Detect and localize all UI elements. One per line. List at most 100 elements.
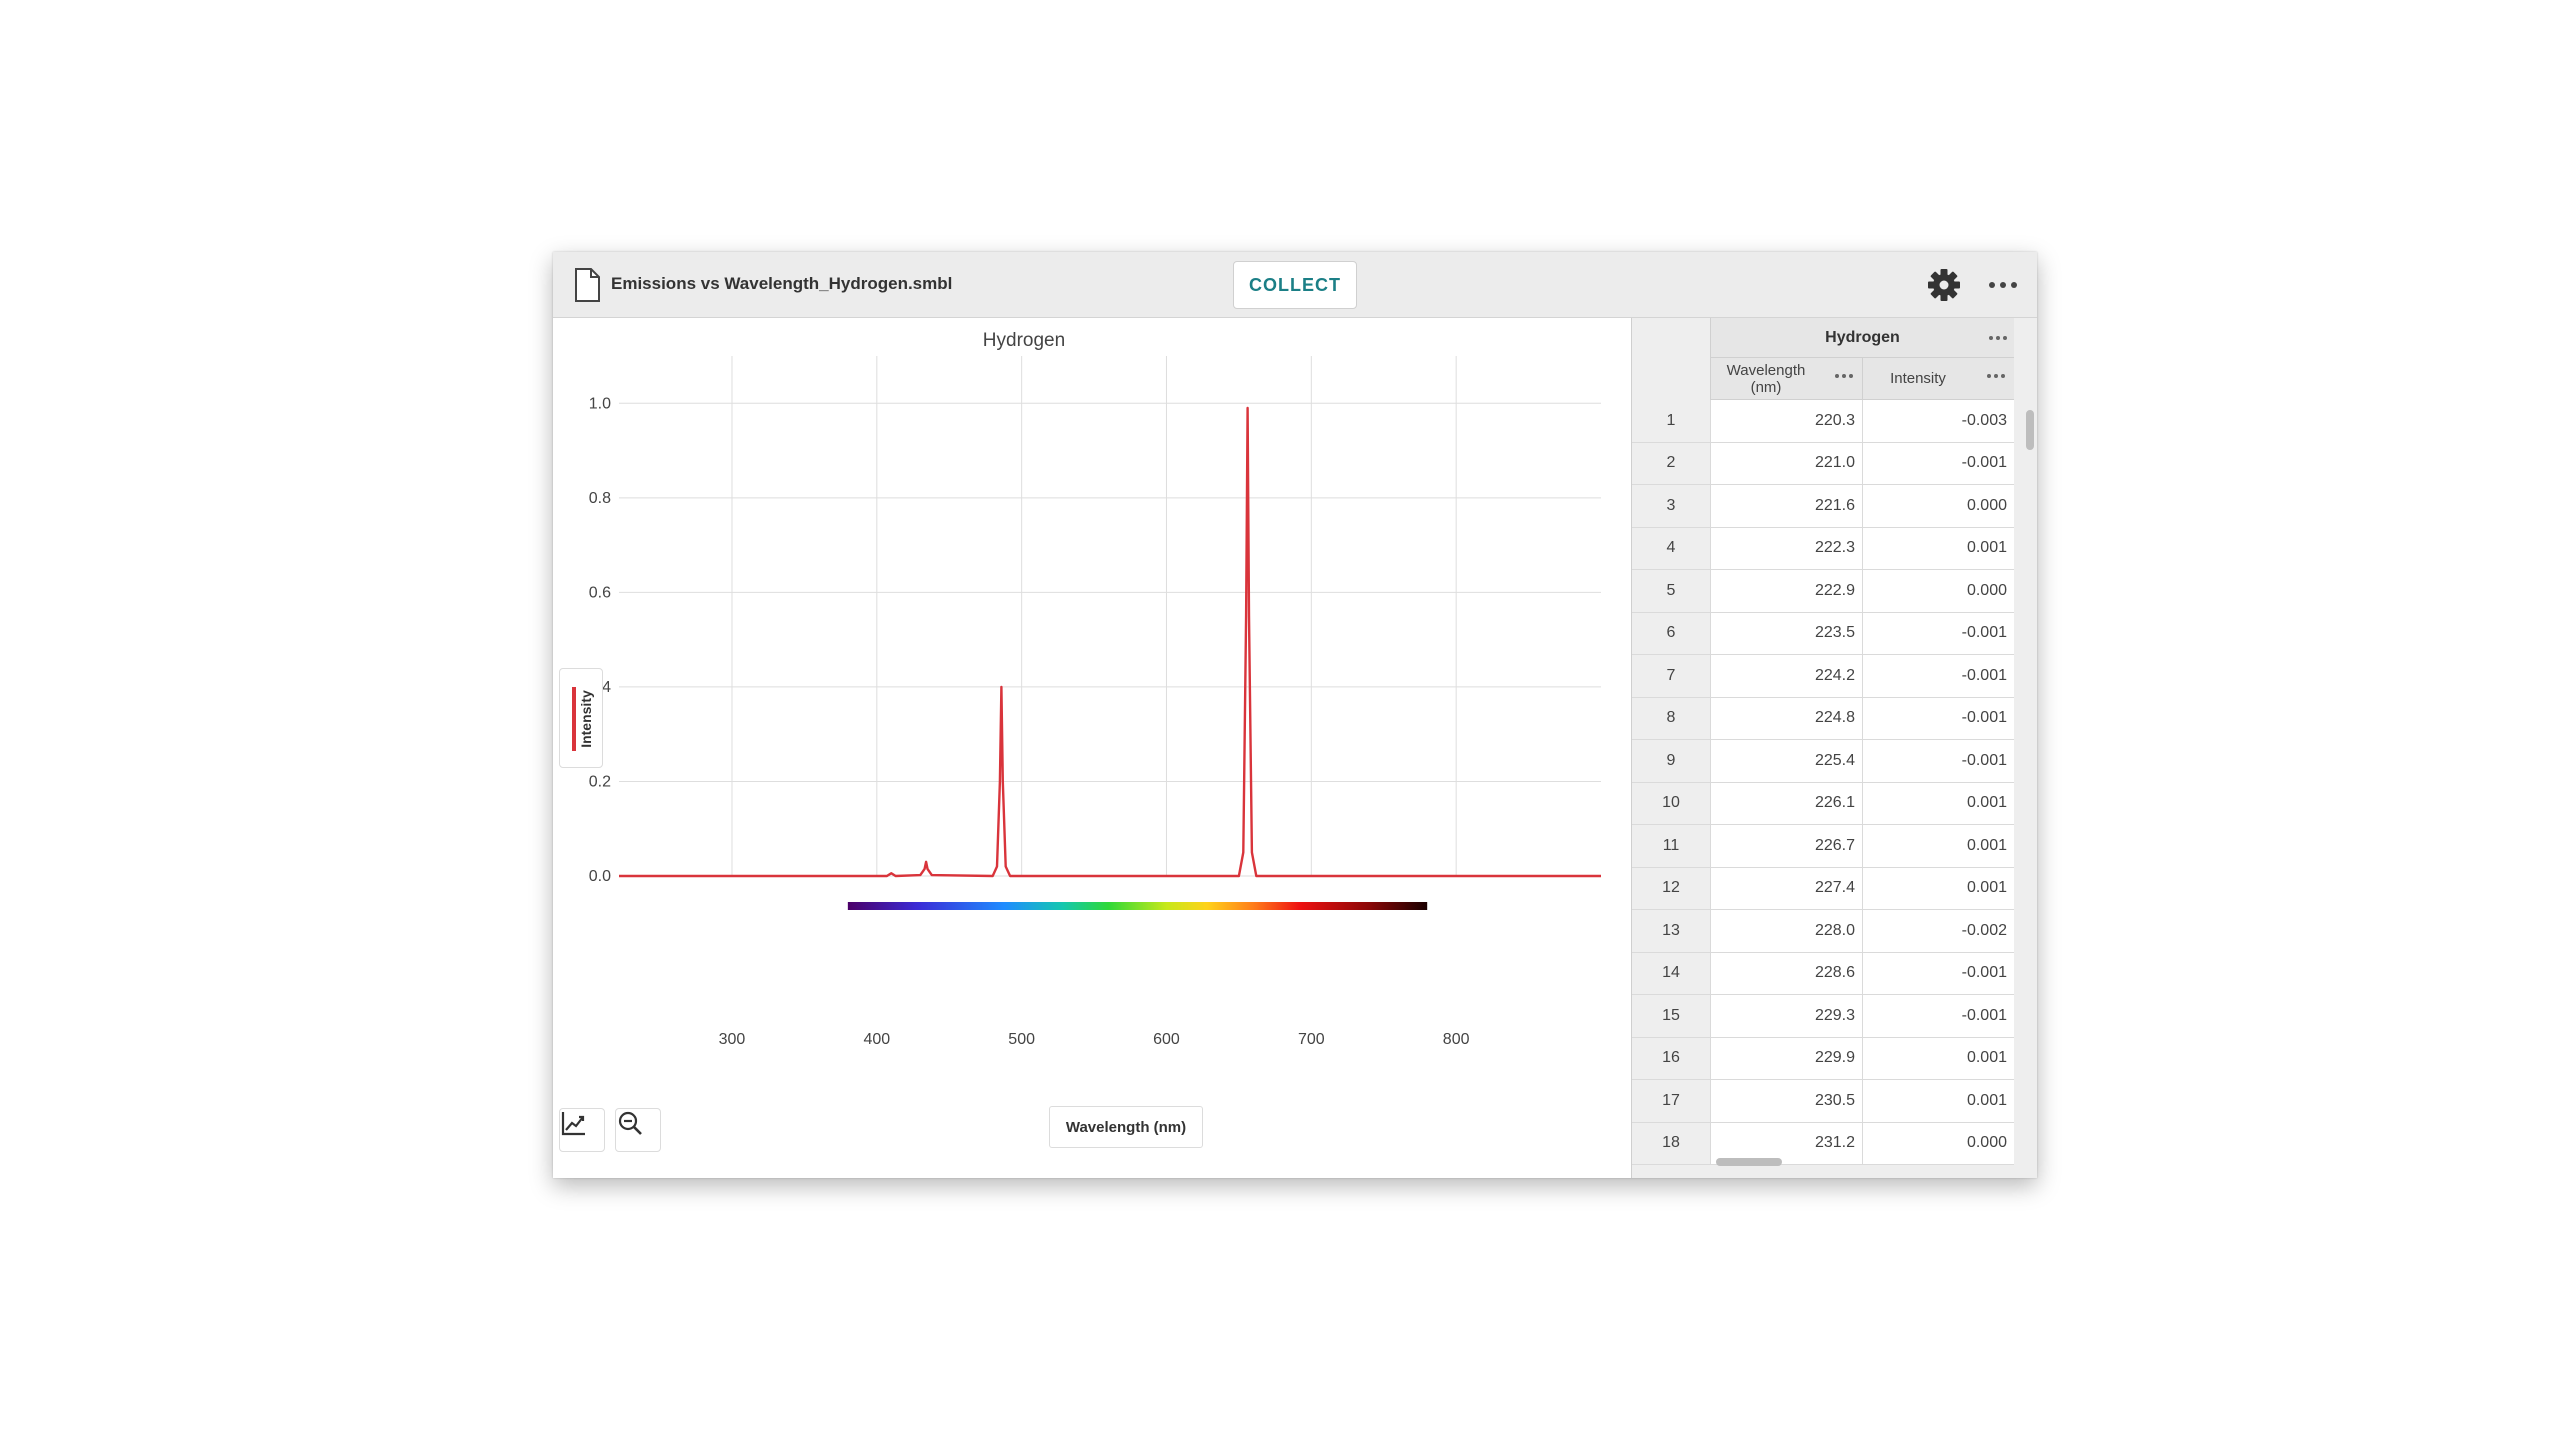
series-line-intensity [619,406,1601,878]
y-tick-label: 0.8 [589,490,611,507]
table-row[interactable]: 1 220.3 -0.003 [1632,400,2014,443]
wavelength-cell[interactable]: 228.6 [1710,952,1862,994]
intensity-cell[interactable]: -0.002 [1862,910,2014,952]
graph-tools-icon [561,1112,585,1136]
table-row[interactable]: 4 222.3 0.001 [1632,527,2014,570]
column-header-wavelength[interactable]: Wavelength (nm) [1710,358,1862,400]
wavelength-cell[interactable]: 227.4 [1710,867,1862,909]
intensity-cell[interactable]: 0.001 [1862,825,2014,867]
x-tick-label: 600 [1153,1031,1180,1048]
intensity-cell[interactable]: -0.001 [1862,697,2014,739]
intensity-cell[interactable]: -0.003 [1862,400,2014,442]
row-index: 9 [1632,740,1710,782]
table-row[interactable]: 5 222.9 0.000 [1632,570,2014,613]
column-header-label: Intensity [1890,370,1946,387]
intensity-cell[interactable]: 0.000 [1862,1122,2014,1164]
x-tick-label: 800 [1443,1031,1470,1048]
intensity-cell[interactable]: -0.001 [1862,740,2014,782]
wavelength-cell[interactable]: 222.9 [1710,570,1862,612]
data-set-title: Hydrogen [1825,329,1900,346]
table-row[interactable]: 14 228.6 -0.001 [1632,952,2014,995]
horizontal-scrollbar[interactable] [1716,1158,1782,1166]
row-index: 5 [1632,570,1710,612]
table-row[interactable]: 13 228.0 -0.002 [1632,910,2014,953]
graph-tools-button[interactable] [559,1108,605,1152]
row-index: 13 [1632,910,1710,952]
intensity-cell[interactable]: -0.001 [1862,442,2014,484]
data-set-header[interactable]: Hydrogen [1710,318,2014,358]
x-axis-label[interactable]: Wavelength (nm) [1049,1106,1203,1148]
table-row[interactable]: 6 223.5 -0.001 [1632,612,2014,655]
column-more-icon[interactable] [1987,374,2005,378]
intensity-cell[interactable]: -0.001 [1862,995,2014,1037]
zoom-out-button[interactable] [615,1108,661,1152]
row-index: 10 [1632,782,1710,824]
table-row[interactable]: 18 231.2 0.000 [1632,1122,2014,1165]
y-tick-label: 1.0 [589,395,611,412]
vertical-scrollbar[interactable] [2026,410,2034,450]
intensity-cell[interactable]: 0.001 [1862,1080,2014,1122]
wavelength-cell[interactable]: 222.3 [1710,527,1862,569]
intensity-cell[interactable]: 0.001 [1862,527,2014,569]
table-row[interactable]: 2 221.0 -0.001 [1632,442,2014,485]
chart-title: Hydrogen [983,330,1065,351]
table-row[interactable]: 3 221.6 0.000 [1632,485,2014,528]
x-tick-label: 400 [863,1031,890,1048]
y-tick-label: 0.6 [589,584,611,601]
intensity-cell[interactable]: -0.001 [1862,655,2014,697]
table-row[interactable]: 12 227.4 0.001 [1632,867,2014,910]
column-header-label: Wavelength [1726,362,1806,379]
table-row[interactable]: 9 225.4 -0.001 [1632,740,2014,783]
wavelength-cell[interactable]: 224.8 [1710,697,1862,739]
wavelength-cell[interactable]: 220.3 [1710,400,1862,442]
wavelength-cell[interactable]: 223.5 [1710,612,1862,654]
gear-icon[interactable] [1925,266,1963,304]
data-set-more-icon[interactable] [1989,336,2007,340]
wavelength-cell[interactable]: 228.0 [1710,910,1862,952]
column-header-intensity[interactable]: Intensity [1862,358,2014,400]
table-row[interactable]: 11 226.7 0.001 [1632,825,2014,868]
wavelength-cell[interactable]: 229.9 [1710,1037,1862,1079]
wavelength-cell[interactable]: 231.2 [1710,1122,1862,1164]
intensity-cell[interactable]: 0.000 [1862,485,2014,527]
row-index: 2 [1632,442,1710,484]
wavelength-cell[interactable]: 221.0 [1710,442,1862,484]
x-tick-label: 700 [1298,1031,1325,1048]
intensity-cell[interactable]: 0.001 [1862,782,2014,824]
wavelength-cell[interactable]: 224.2 [1710,655,1862,697]
intensity-cell[interactable]: 0.001 [1862,867,2014,909]
more-dots-icon[interactable] [1983,266,2023,304]
row-index: 11 [1632,825,1710,867]
column-more-icon[interactable] [1835,374,1853,378]
legend[interactable]: Intensity [559,668,603,768]
intensity-cell[interactable]: -0.001 [1862,612,2014,654]
row-index: 12 [1632,867,1710,909]
collect-button[interactable]: COLLECT [1233,261,1357,309]
row-index: 3 [1632,485,1710,527]
wavelength-cell[interactable]: 226.7 [1710,825,1862,867]
table-row[interactable]: 16 229.9 0.001 [1632,1037,2014,1080]
visible-spectrum-bar [847,902,1428,910]
intensity-cell[interactable]: 0.000 [1862,570,2014,612]
row-index: 15 [1632,995,1710,1037]
table-row[interactable]: 8 224.8 -0.001 [1632,697,2014,740]
table-row[interactable]: 10 226.1 0.001 [1632,782,2014,825]
x-tick-label: 300 [719,1031,746,1048]
table-row[interactable]: 17 230.5 0.001 [1632,1080,2014,1123]
row-index: 8 [1632,697,1710,739]
row-index: 6 [1632,612,1710,654]
row-index: 17 [1632,1080,1710,1122]
data-table: Hydrogen Wavelength (nm) Intensity 1 220.… [1631,318,2037,1178]
intensity-cell[interactable]: -0.001 [1862,952,2014,994]
wavelength-cell[interactable]: 230.5 [1710,1080,1862,1122]
wavelength-cell[interactable]: 221.6 [1710,485,1862,527]
x-tick-label: 500 [1008,1031,1035,1048]
intensity-cell[interactable]: 0.001 [1862,1037,2014,1079]
wavelength-cell[interactable]: 229.3 [1710,995,1862,1037]
legend-label: Intensity [578,690,594,748]
row-index: 18 [1632,1122,1710,1164]
table-row[interactable]: 15 229.3 -0.001 [1632,995,2014,1038]
table-row[interactable]: 7 224.2 -0.001 [1632,655,2014,698]
wavelength-cell[interactable]: 226.1 [1710,782,1862,824]
wavelength-cell[interactable]: 225.4 [1710,740,1862,782]
